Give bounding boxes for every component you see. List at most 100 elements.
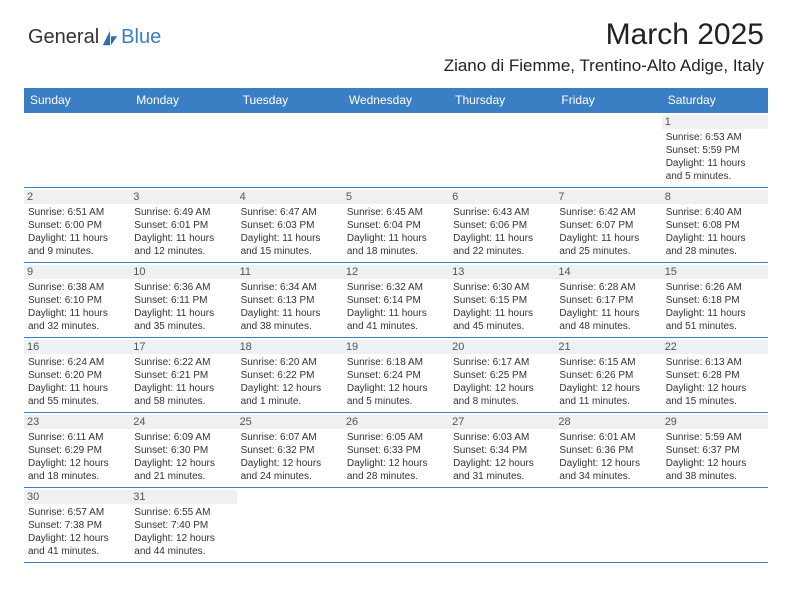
sunset-line: Sunset: 6:14 PM: [347, 294, 445, 307]
day-info: Sunrise: 6:47 AMSunset: 6:03 PMDaylight:…: [241, 206, 339, 258]
day-number: 15: [662, 265, 768, 279]
day-info: Sunrise: 6:43 AMSunset: 6:06 PMDaylight:…: [453, 206, 551, 258]
calendar-cell: 19Sunrise: 6:18 AMSunset: 6:24 PMDayligh…: [343, 338, 449, 413]
calendar-cell: 17Sunrise: 6:22 AMSunset: 6:21 PMDayligh…: [130, 338, 236, 413]
sunset-line: Sunset: 6:01 PM: [134, 219, 232, 232]
sunrise-line: Sunrise: 6:57 AM: [28, 506, 126, 519]
sunset-line: Sunset: 6:36 PM: [559, 444, 657, 457]
sunrise-line: Sunrise: 6:01 AM: [559, 431, 657, 444]
calendar-cell: 6 Sunrise: 6:43 AMSunset: 6:06 PMDaylight…: [449, 188, 555, 263]
sunrise-line: Sunrise: 6:09 AM: [134, 431, 232, 444]
calendar-row: 23 Sunrise: 6:11 AMSunset: 6:29 PMDayligh…: [24, 413, 768, 488]
daylight-line: Daylight: 11 hours and 55 minutes.: [28, 382, 126, 408]
daylight-line: Daylight: 12 hours and 28 minutes.: [347, 457, 445, 483]
sunrise-line: Sunrise: 6:07 AM: [241, 431, 339, 444]
calendar-cell: 4 Sunrise: 6:47 AMSunset: 6:03 PMDaylight…: [237, 188, 343, 263]
calendar-cell: 22Sunrise: 6:13 AMSunset: 6:28 PMDayligh…: [662, 338, 768, 413]
day-info: Sunrise: 6:40 AMSunset: 6:08 PMDaylight:…: [666, 206, 764, 258]
calendar-cell: 21Sunrise: 6:15 AMSunset: 6:26 PMDayligh…: [555, 338, 661, 413]
day-info: Sunrise: 6:38 AMSunset: 6:10 PMDaylight:…: [28, 281, 126, 333]
sunset-line: Sunset: 6:20 PM: [28, 369, 126, 382]
day-number: 1: [662, 115, 768, 129]
logo-text-blue: Blue: [121, 26, 161, 49]
day-info: Sunrise: 6:15 AMSunset: 6:26 PMDaylight:…: [559, 356, 657, 408]
title-block: March 2025 Ziano di Fiemme, Trentino-Alt…: [444, 18, 764, 76]
sunrise-line: Sunrise: 6:51 AM: [28, 206, 126, 219]
daylight-line: Daylight: 12 hours and 24 minutes.: [241, 457, 339, 483]
daylight-line: Daylight: 11 hours and 9 minutes.: [28, 232, 126, 258]
day-info: Sunrise: 6:18 AMSunset: 6:24 PMDaylight:…: [347, 356, 445, 408]
day-info: Sunrise: 6:53 AMSunset: 5:59 PMDaylight:…: [666, 131, 764, 183]
sunset-line: Sunset: 7:38 PM: [28, 519, 126, 532]
calendar-cell: 10Sunrise: 6:36 AMSunset: 6:11 PMDayligh…: [130, 263, 236, 338]
calendar-cell: 15Sunrise: 6:26 AMSunset: 6:18 PMDayligh…: [662, 263, 768, 338]
sunset-line: Sunset: 6:33 PM: [347, 444, 445, 457]
day-info: Sunrise: 6:28 AMSunset: 6:17 PMDaylight:…: [559, 281, 657, 333]
sunrise-line: Sunrise: 6:28 AM: [559, 281, 657, 294]
calendar-cell: [555, 488, 661, 563]
day-info: Sunrise: 6:05 AMSunset: 6:33 PMDaylight:…: [347, 431, 445, 483]
day-number: 24: [130, 415, 236, 429]
day-info: Sunrise: 6:45 AMSunset: 6:04 PMDaylight:…: [347, 206, 445, 258]
calendar-cell: 27Sunrise: 6:03 AMSunset: 6:34 PMDayligh…: [449, 413, 555, 488]
daylight-line: Daylight: 12 hours and 34 minutes.: [559, 457, 657, 483]
daylight-line: Daylight: 12 hours and 38 minutes.: [666, 457, 764, 483]
calendar-cell: 23 Sunrise: 6:11 AMSunset: 6:29 PMDayligh…: [24, 413, 130, 488]
day-number: 30: [24, 490, 130, 504]
sunset-line: Sunset: 6:00 PM: [28, 219, 126, 232]
day-number: 17: [130, 340, 236, 354]
daylight-line: Daylight: 11 hours and 18 minutes.: [347, 232, 445, 258]
logo: General Blue: [28, 18, 161, 49]
calendar-row: 1 Sunrise: 6:53 AMSunset: 5:59 PMDaylight…: [24, 113, 768, 188]
day-number: 7: [555, 190, 661, 204]
daylight-line: Daylight: 12 hours and 44 minutes.: [134, 532, 232, 558]
day-header: Tuesday: [237, 88, 343, 113]
sunset-line: Sunset: 7:40 PM: [134, 519, 232, 532]
sunset-line: Sunset: 6:26 PM: [559, 369, 657, 382]
day-number: 4: [237, 190, 343, 204]
calendar-cell: 3Sunrise: 6:49 AMSunset: 6:01 PMDaylight…: [130, 188, 236, 263]
day-info: Sunrise: 6:11 AMSunset: 6:29 PMDaylight:…: [28, 431, 126, 483]
daylight-line: Daylight: 11 hours and 22 minutes.: [453, 232, 551, 258]
daylight-line: Daylight: 11 hours and 51 minutes.: [666, 307, 764, 333]
day-number: 25: [237, 415, 343, 429]
calendar-cell: 29Sunrise: 5:59 AMSunset: 6:37 PMDayligh…: [662, 413, 768, 488]
sunset-line: Sunset: 6:24 PM: [347, 369, 445, 382]
sunset-line: Sunset: 6:25 PM: [453, 369, 551, 382]
sunrise-line: Sunrise: 6:11 AM: [28, 431, 126, 444]
calendar-row: 30 Sunrise: 6:57 AMSunset: 7:38 PM Dayligh…: [24, 488, 768, 563]
sunrise-line: Sunrise: 6:47 AM: [241, 206, 339, 219]
day-number: 13: [449, 265, 555, 279]
page-header: General Blue March 2025 Ziano di Fiemme,…: [0, 0, 792, 82]
day-number: 29: [662, 415, 768, 429]
day-number: 6: [449, 190, 555, 204]
day-number: 23: [24, 415, 130, 429]
daylight-line: Daylight: 12 hours and 5 minutes.: [347, 382, 445, 408]
sunset-line: Sunset: 6:32 PM: [241, 444, 339, 457]
daylight-line: Daylight: 12 hours and 18 minutes.: [28, 457, 126, 483]
day-header: Sunday: [24, 88, 130, 113]
calendar-row: 9Sunrise: 6:38 AMSunset: 6:10 PMDaylight…: [24, 263, 768, 338]
day-number: 16: [24, 340, 130, 354]
daylight-line: Daylight: 12 hours and 31 minutes.: [453, 457, 551, 483]
sunset-line: Sunset: 5:59 PM: [666, 144, 764, 157]
calendar-cell: 13Sunrise: 6:30 AMSunset: 6:15 PMDayligh…: [449, 263, 555, 338]
day-number: 18: [237, 340, 343, 354]
sunset-line: Sunset: 6:07 PM: [559, 219, 657, 232]
day-header-row: Sunday Monday Tuesday Wednesday Thursday…: [24, 88, 768, 113]
sunset-line: Sunset: 6:17 PM: [559, 294, 657, 307]
sunrise-line: Sunrise: 6:24 AM: [28, 356, 126, 369]
day-header: Saturday: [662, 88, 768, 113]
calendar-cell: 5Sunrise: 6:45 AMSunset: 6:04 PMDaylight…: [343, 188, 449, 263]
calendar-cell: 18Sunrise: 6:20 AMSunset: 6:22 PMDayligh…: [237, 338, 343, 413]
day-info: Sunrise: 6:42 AMSunset: 6:07 PMDaylight:…: [559, 206, 657, 258]
day-info: Sunrise: 6:49 AMSunset: 6:01 PMDaylight:…: [134, 206, 232, 258]
sunset-line: Sunset: 6:13 PM: [241, 294, 339, 307]
day-number: 2: [24, 190, 130, 204]
day-header: Thursday: [449, 88, 555, 113]
daylight-line: Daylight: 12 hours and 8 minutes.: [453, 382, 551, 408]
calendar-cell: 1 Sunrise: 6:53 AMSunset: 5:59 PMDaylight…: [662, 113, 768, 188]
day-info: Sunrise: 6:07 AMSunset: 6:32 PMDaylight:…: [241, 431, 339, 483]
day-number: 28: [555, 415, 661, 429]
sunrise-line: Sunrise: 6:40 AM: [666, 206, 764, 219]
